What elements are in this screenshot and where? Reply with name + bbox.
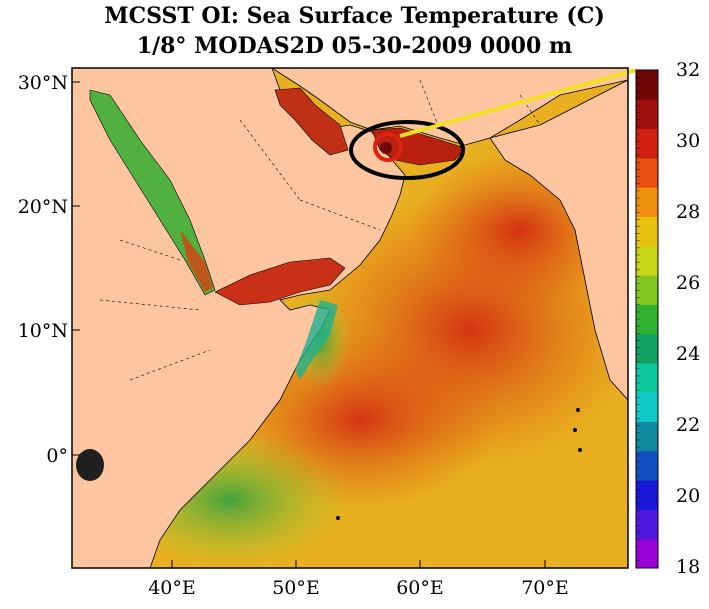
- colorbar-label-18: 18: [676, 556, 701, 578]
- somali-upwelling: [295, 300, 338, 380]
- colorbar-label-26: 26: [676, 272, 701, 294]
- highlight-ellipse: [349, 120, 465, 180]
- colorbar-band: [636, 538, 658, 569]
- colorbar-label-20: 20: [676, 485, 701, 507]
- axis-ticks: [72, 81, 546, 568]
- map-area: [72, 68, 628, 568]
- colorbar-label-28: 28: [676, 201, 701, 223]
- hot-core: [380, 142, 392, 154]
- highlight-circle: [373, 132, 403, 162]
- island-2: [573, 428, 577, 432]
- country-borders: [99, 79, 541, 381]
- red-sea-south-warm: [180, 230, 213, 292]
- pointer-line: [399, 68, 637, 138]
- colorbar-band: [636, 128, 658, 159]
- colorbar-band: [636, 216, 658, 247]
- land-india: [489, 79, 628, 401]
- lat-label-20n: 20°N: [17, 196, 68, 218]
- colorbar-band: [636, 333, 658, 364]
- island-4: [336, 516, 340, 520]
- colorbar-band: [636, 509, 658, 540]
- colorbar-band: [636, 187, 658, 217]
- map-title-line2: 1/8° MODAS2D 05-30-2009 0000 m: [136, 33, 573, 59]
- colorbar-frame: [635, 69, 659, 569]
- colorbar-label-30: 30: [676, 130, 701, 152]
- land-iran-pakistan: [271, 68, 628, 146]
- colorbar-band: [636, 70, 658, 100]
- lon-label-50e: 50°E: [272, 577, 320, 599]
- lake-victoria: [76, 449, 104, 481]
- island-3: [578, 448, 582, 452]
- lat-label-10n: 10°N: [17, 320, 68, 342]
- colorbar-label-32: 32: [676, 59, 701, 81]
- colorbar-band: [636, 99, 658, 130]
- colorbar: [636, 69, 658, 569]
- colorbar-label-24: 24: [676, 343, 701, 365]
- colorbar-label-22: 22: [676, 414, 701, 436]
- lon-label-60e: 60°E: [396, 577, 444, 599]
- island-1: [576, 408, 580, 412]
- colorbar-band: [636, 275, 658, 305]
- map-title-line1: MCSST OI: Sea Surface Temperature (C): [104, 3, 605, 29]
- colorbar-band: [636, 450, 658, 481]
- colorbar-band: [636, 421, 658, 452]
- lat-label-30n: 30°N: [17, 72, 68, 94]
- colorbar-band: [636, 245, 658, 276]
- colorbar-band: [636, 304, 658, 335]
- lon-label-40e: 40°E: [148, 577, 196, 599]
- persian-gulf: [274, 87, 349, 156]
- gulf-of-aden: [214, 257, 346, 306]
- lon-label-70e: 70°E: [521, 577, 569, 599]
- lat-label-0: 0°: [46, 445, 68, 467]
- map-frame: [71, 67, 629, 569]
- colorbar-band: [636, 157, 658, 188]
- colorbar-band: [636, 480, 658, 510]
- colorbar-band: [636, 362, 658, 393]
- colorbar-band: [636, 392, 658, 423]
